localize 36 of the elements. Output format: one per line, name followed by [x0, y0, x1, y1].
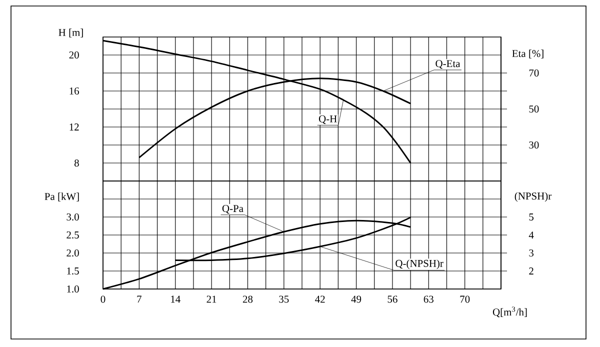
- x-tick-label: 56: [388, 296, 398, 303]
- y-tick-label: 3.0: [66, 213, 79, 221]
- y2-tick-label: 70: [529, 69, 539, 77]
- x-axis-title: Q[m$^{3}$/h]: [492, 306, 527, 318]
- text: Q-(NPSH)r: [396, 260, 444, 270]
- y-tick-label: 20: [69, 51, 79, 59]
- y2-axis-title: (NPSH)r: [514, 192, 552, 202]
- y-tick-label: 1.5: [67, 267, 79, 275]
- x-tick-label: 63: [424, 296, 434, 303]
- y2-tick-label: 3: [529, 249, 534, 257]
- y2-axis-title: Eta [%]: [512, 50, 544, 58]
- y-tick-label: 16: [70, 87, 80, 95]
- x-tick-label: 14: [171, 296, 180, 303]
- y-tick-label: 12: [70, 124, 79, 130]
- text: Q-Eta: [436, 60, 460, 69]
- x-tick-label: 21: [206, 296, 216, 303]
- y2-tick-label: 30: [529, 141, 539, 149]
- y2-tick-label: 5: [529, 214, 534, 220]
- y2-tick-label: 2: [529, 268, 534, 274]
- x-tick-label: 28: [242, 296, 253, 303]
- y-axis-title: Pa [kW]: [44, 192, 79, 202]
- y2-tick-label: 4: [528, 232, 534, 238]
- y-axis-title: H [m]: [58, 28, 83, 38]
- x-tick-label: 7: [137, 296, 142, 303]
- series-label: Q-H: [318, 115, 337, 124]
- x-tick-label: 35: [279, 296, 289, 303]
- x-tick-label: 70: [460, 296, 470, 303]
- y-tick-label: 2.0: [66, 249, 79, 257]
- y-tick-label: 1.0: [67, 285, 79, 293]
- y-tick-label: 2.5: [66, 231, 79, 239]
- y2-tick-label: 50: [529, 105, 539, 113]
- x-tick-label: 42: [315, 296, 325, 303]
- text: Q-Pa: [222, 205, 244, 214]
- y-tick-label: 8: [74, 159, 79, 167]
- x-tick-label: 49: [351, 296, 362, 303]
- x-tick-label: 0: [100, 296, 106, 303]
